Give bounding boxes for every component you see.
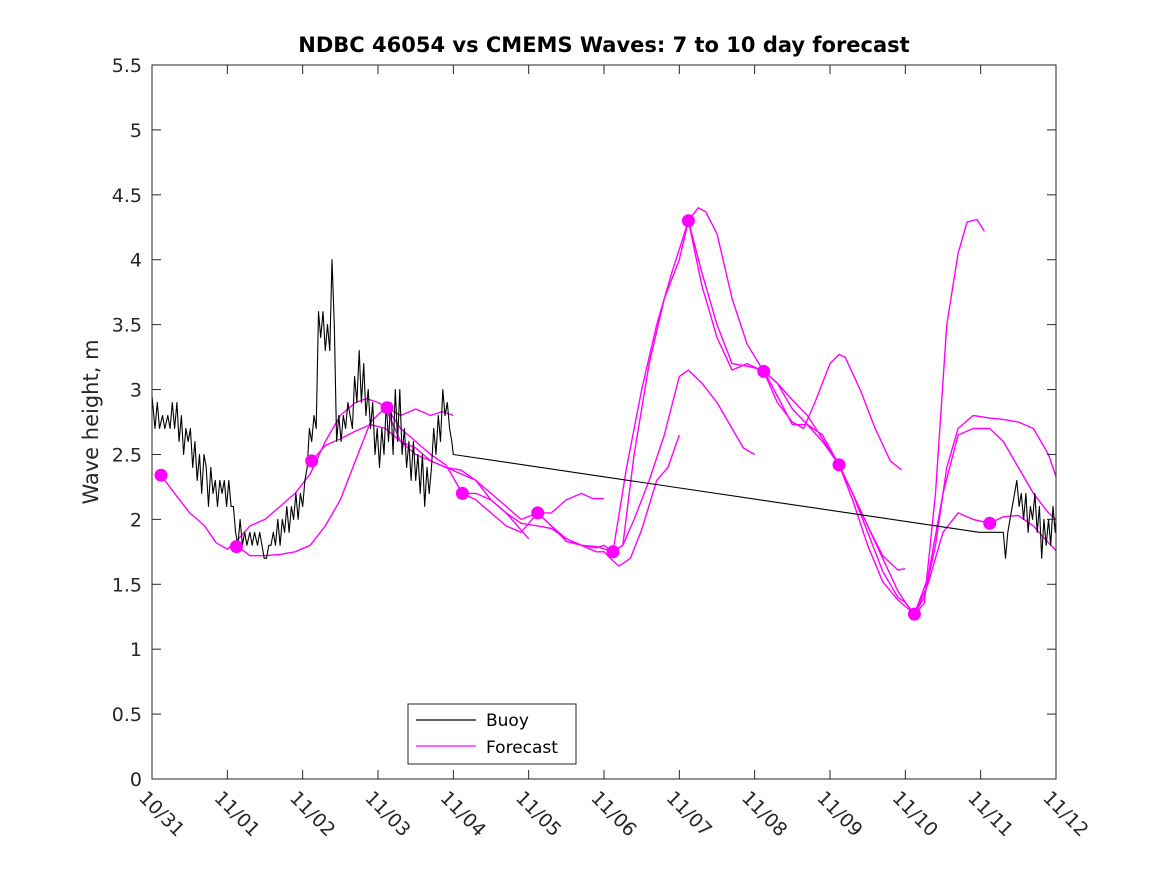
forecast-marker-1	[229, 540, 243, 554]
forecast-marker-10	[907, 607, 921, 621]
forecast-line-7	[687, 220, 1057, 615]
forecast-line-2	[311, 423, 604, 521]
legend-buoy-label: Buoy	[486, 711, 529, 731]
forecast-marker-11	[983, 516, 997, 530]
y-tick-label: 3.5	[112, 315, 142, 337]
chart-title: NDBC 46054 vs CMEMS Waves: 7 to 10 day f…	[298, 33, 909, 57]
forecast-line-8	[763, 218, 985, 615]
y-tick-label: 5.5	[112, 55, 142, 77]
y-tick-label: 4	[130, 250, 142, 272]
y-tick-label: 2	[130, 509, 142, 531]
legend-box	[407, 703, 577, 765]
y-tick-label: 4.5	[112, 185, 142, 207]
forecast-line-0	[160, 397, 454, 550]
forecast-marker-0	[154, 468, 168, 482]
forecast-line-4	[462, 434, 680, 567]
buoy-line	[151, 259, 1057, 559]
y-tick-label: 1.5	[112, 574, 142, 596]
y-tick-label: 0	[130, 769, 142, 791]
y-tick-label: 1	[130, 639, 142, 661]
plot-area	[152, 65, 1056, 779]
series-layer	[151, 207, 1057, 621]
y-tick-label: 0.5	[112, 704, 142, 726]
forecast-marker-6	[606, 545, 620, 559]
legend: Buoy Forecast	[407, 703, 577, 765]
legend-forecast-label: Forecast	[486, 738, 558, 758]
y-axis-label: Wave height, m	[79, 339, 103, 504]
y-tick-label: 3	[130, 380, 142, 402]
forecast-marker-3	[380, 401, 394, 415]
forecast-marker-2	[305, 454, 319, 468]
forecast-marker-4	[455, 486, 469, 500]
forecast-marker-7	[681, 214, 695, 228]
forecast-line-9	[838, 414, 1057, 615]
forecast-marker-9	[832, 458, 846, 472]
forecast-marker-8	[757, 364, 771, 378]
forecast-marker-5	[531, 506, 545, 520]
y-tick-label: 5	[130, 120, 142, 142]
y-tick-label: 2.5	[112, 444, 142, 466]
